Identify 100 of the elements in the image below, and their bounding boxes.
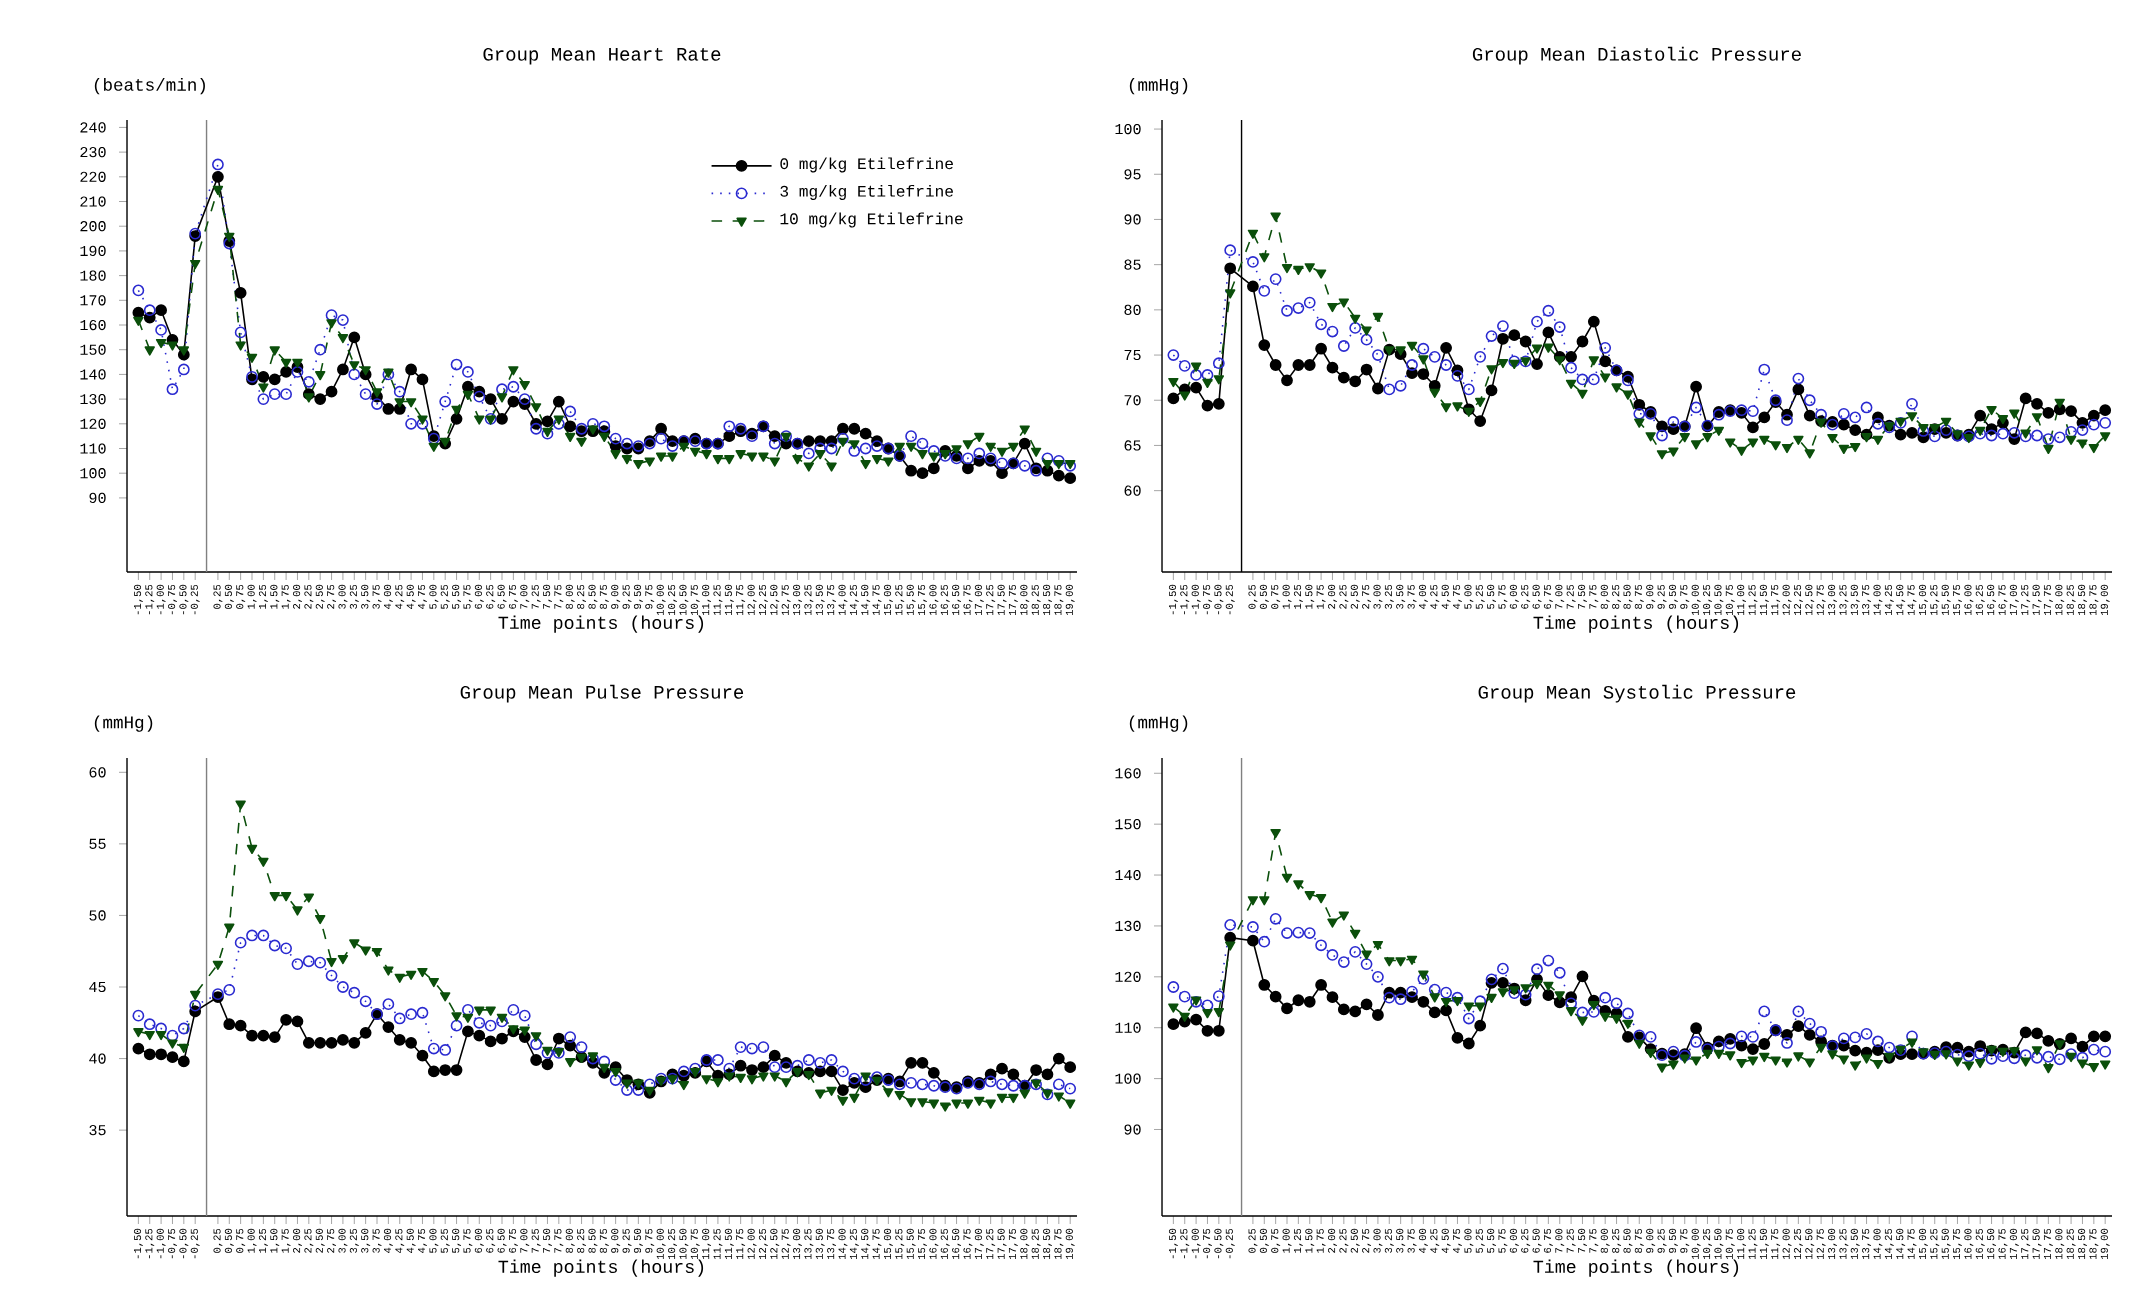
y-tick-label: 65 xyxy=(1124,440,1141,451)
x-tick-label: 18,00 xyxy=(2055,1228,2065,1260)
x-tick-label: 11,50 xyxy=(1759,1228,1769,1260)
x-tick-label: -1,50 xyxy=(1168,584,1178,615)
x-tick-label: 1,75 xyxy=(1316,584,1326,609)
x-tick-label: 5,00 xyxy=(1464,584,1474,609)
y-tick-label: 170 xyxy=(80,295,106,306)
y-tick-label: 100 xyxy=(80,468,106,479)
x-tick-label: 2,25 xyxy=(1339,1228,1349,1253)
x-tick-label: 8,25 xyxy=(577,584,587,609)
x-tick-label: 12,50 xyxy=(770,1228,780,1260)
y-tick-label: 190 xyxy=(80,245,106,257)
x-tick-label: -0,50 xyxy=(1214,1228,1224,1259)
x-tick-label: 8,75 xyxy=(599,584,609,609)
x-tick-label: 18,75 xyxy=(1054,584,1064,616)
x-tick-label: 16,75 xyxy=(963,1228,973,1260)
x-tick-label: 16,75 xyxy=(1998,1228,2008,1260)
y-tick-label: 180 xyxy=(80,270,106,281)
x-tick-label: 11,00 xyxy=(1737,584,1747,616)
x-tick-label: 14,50 xyxy=(1896,584,1906,616)
x-tick-label: 16,50 xyxy=(1987,584,1997,616)
x-tick-label: 13,75 xyxy=(827,1228,837,1260)
y-tick-label: 45 xyxy=(89,981,106,993)
x-tick-label: 8,50 xyxy=(1623,584,1633,609)
y-tick-label: 100 xyxy=(1115,123,1141,135)
x-tick-label: 7,75 xyxy=(1589,584,1599,609)
x-tick-label: 6,25 xyxy=(486,1228,496,1253)
x-tick-label: 16,00 xyxy=(929,584,939,616)
x-tick-label: 11,25 xyxy=(713,1228,723,1260)
x-tick-label: 5,25 xyxy=(440,1228,450,1253)
y-tick-label: 80 xyxy=(1124,304,1141,315)
chart-title: Group Mean Diastolic Pressure xyxy=(1472,46,1801,65)
x-tick-label: 2,00 xyxy=(1328,1228,1337,1253)
y-tick-label: 140 xyxy=(80,369,106,380)
x-tick-label: 8,75 xyxy=(1634,1228,1644,1253)
x-tick-label: 0,75 xyxy=(236,1228,246,1253)
x-tick-label: 1,00 xyxy=(1282,584,1292,609)
x-tick-label: 12,25 xyxy=(1793,584,1803,616)
x-tick-label: 4,75 xyxy=(418,584,427,609)
x-tick-label: -0,25 xyxy=(190,584,200,615)
x-tick-label: 7,50 xyxy=(1578,584,1587,609)
legend-label: 3 mg/kg Etilefrine xyxy=(780,184,953,200)
x-tick-label: 1,75 xyxy=(281,1228,291,1253)
x-tick-label: 2,50 xyxy=(1350,584,1360,609)
x-tick-label: 7,75 xyxy=(1589,1228,1599,1253)
x-tick-label: 14,25 xyxy=(1884,1228,1894,1260)
y-tick-label: 75 xyxy=(1124,350,1141,361)
x-tick-label: 18,00 xyxy=(2055,584,2065,616)
x-tick-label: 2,75 xyxy=(327,1228,337,1253)
x-tick-label: 10,75 xyxy=(1725,584,1735,616)
x-tick-label: 9,75 xyxy=(1680,1228,1690,1253)
x-tick-label: 10,25 xyxy=(668,584,677,616)
x-tick-label: 16,00 xyxy=(1964,584,1974,616)
x-tick-label: 17,50 xyxy=(997,1228,1007,1260)
x-tick-label: 15,25 xyxy=(1930,584,1940,616)
x-tick-label: 4,25 xyxy=(1430,1228,1440,1253)
x-tick-label: 16,50 xyxy=(1987,1228,1997,1260)
x-tick-label: 16,25 xyxy=(1975,1228,1985,1260)
x-tick-label: 13,75 xyxy=(827,584,837,616)
x-tick-label: 16,00 xyxy=(1964,1228,1974,1260)
y-tick-label: 60 xyxy=(89,767,106,778)
x-tick-label: 7,50 xyxy=(1578,1228,1587,1253)
x-tick-label: 7,50 xyxy=(543,1228,552,1253)
x-tick-label: 6,00 xyxy=(474,1228,484,1253)
x-tick-label: 14,75 xyxy=(872,584,882,616)
x-tick-label: 15,25 xyxy=(1930,1228,1940,1260)
x-tick-label: 11,25 xyxy=(713,584,723,616)
y-tick-label: 100 xyxy=(1115,1073,1141,1084)
x-tick-label: 4,00 xyxy=(383,584,393,609)
x-tick-label: 5,50 xyxy=(452,584,462,609)
x-tick-label: 10,00 xyxy=(656,584,666,616)
x-tick-label: 18,75 xyxy=(1054,1228,1064,1260)
x-tick-label: 13,25 xyxy=(1839,584,1849,616)
y-tick-label: 90 xyxy=(1124,214,1141,225)
x-tick-label: 1,00 xyxy=(1282,1228,1292,1253)
x-tick-label: 15,50 xyxy=(1941,584,1951,616)
x-tick-label: 0,25 xyxy=(1248,1228,1258,1253)
x-tick-label: 3,50 xyxy=(361,1228,371,1253)
x-tick-label: 14,75 xyxy=(1907,584,1917,616)
x-tick-label: 12,50 xyxy=(1805,584,1815,616)
x-tick-label: -0,25 xyxy=(190,1228,200,1259)
x-tick-label: 8,25 xyxy=(1612,584,1622,609)
x-tick-label: 6,50 xyxy=(1532,584,1542,609)
x-tick-label: 13,25 xyxy=(1839,1228,1849,1260)
x-tick-label: 7,25 xyxy=(1566,1228,1576,1253)
x-tick-label: 10,75 xyxy=(1725,1228,1735,1260)
x-tick-label: 15,00 xyxy=(1918,584,1928,616)
x-tick-label: 14,25 xyxy=(1884,584,1894,616)
x-tick-label: 13,50 xyxy=(815,1228,825,1260)
x-tick-label: 7,50 xyxy=(543,584,552,609)
x-tick-label: 1,00 xyxy=(247,1228,257,1253)
y-tick-label: 40 xyxy=(89,1053,106,1064)
x-tick-label: 9,50 xyxy=(633,584,643,609)
y-tick-label: 60 xyxy=(1124,485,1141,496)
x-tick-label: 4,25 xyxy=(1430,584,1440,609)
x-tick-label: 0,75 xyxy=(1271,584,1281,609)
y-tick-label: 90 xyxy=(1124,1124,1141,1135)
x-tick-label: 18,25 xyxy=(1031,584,1041,616)
x-axis-title: Time points (hours) xyxy=(1533,1259,1739,1277)
x-tick-label: 19,00 xyxy=(2100,584,2110,616)
